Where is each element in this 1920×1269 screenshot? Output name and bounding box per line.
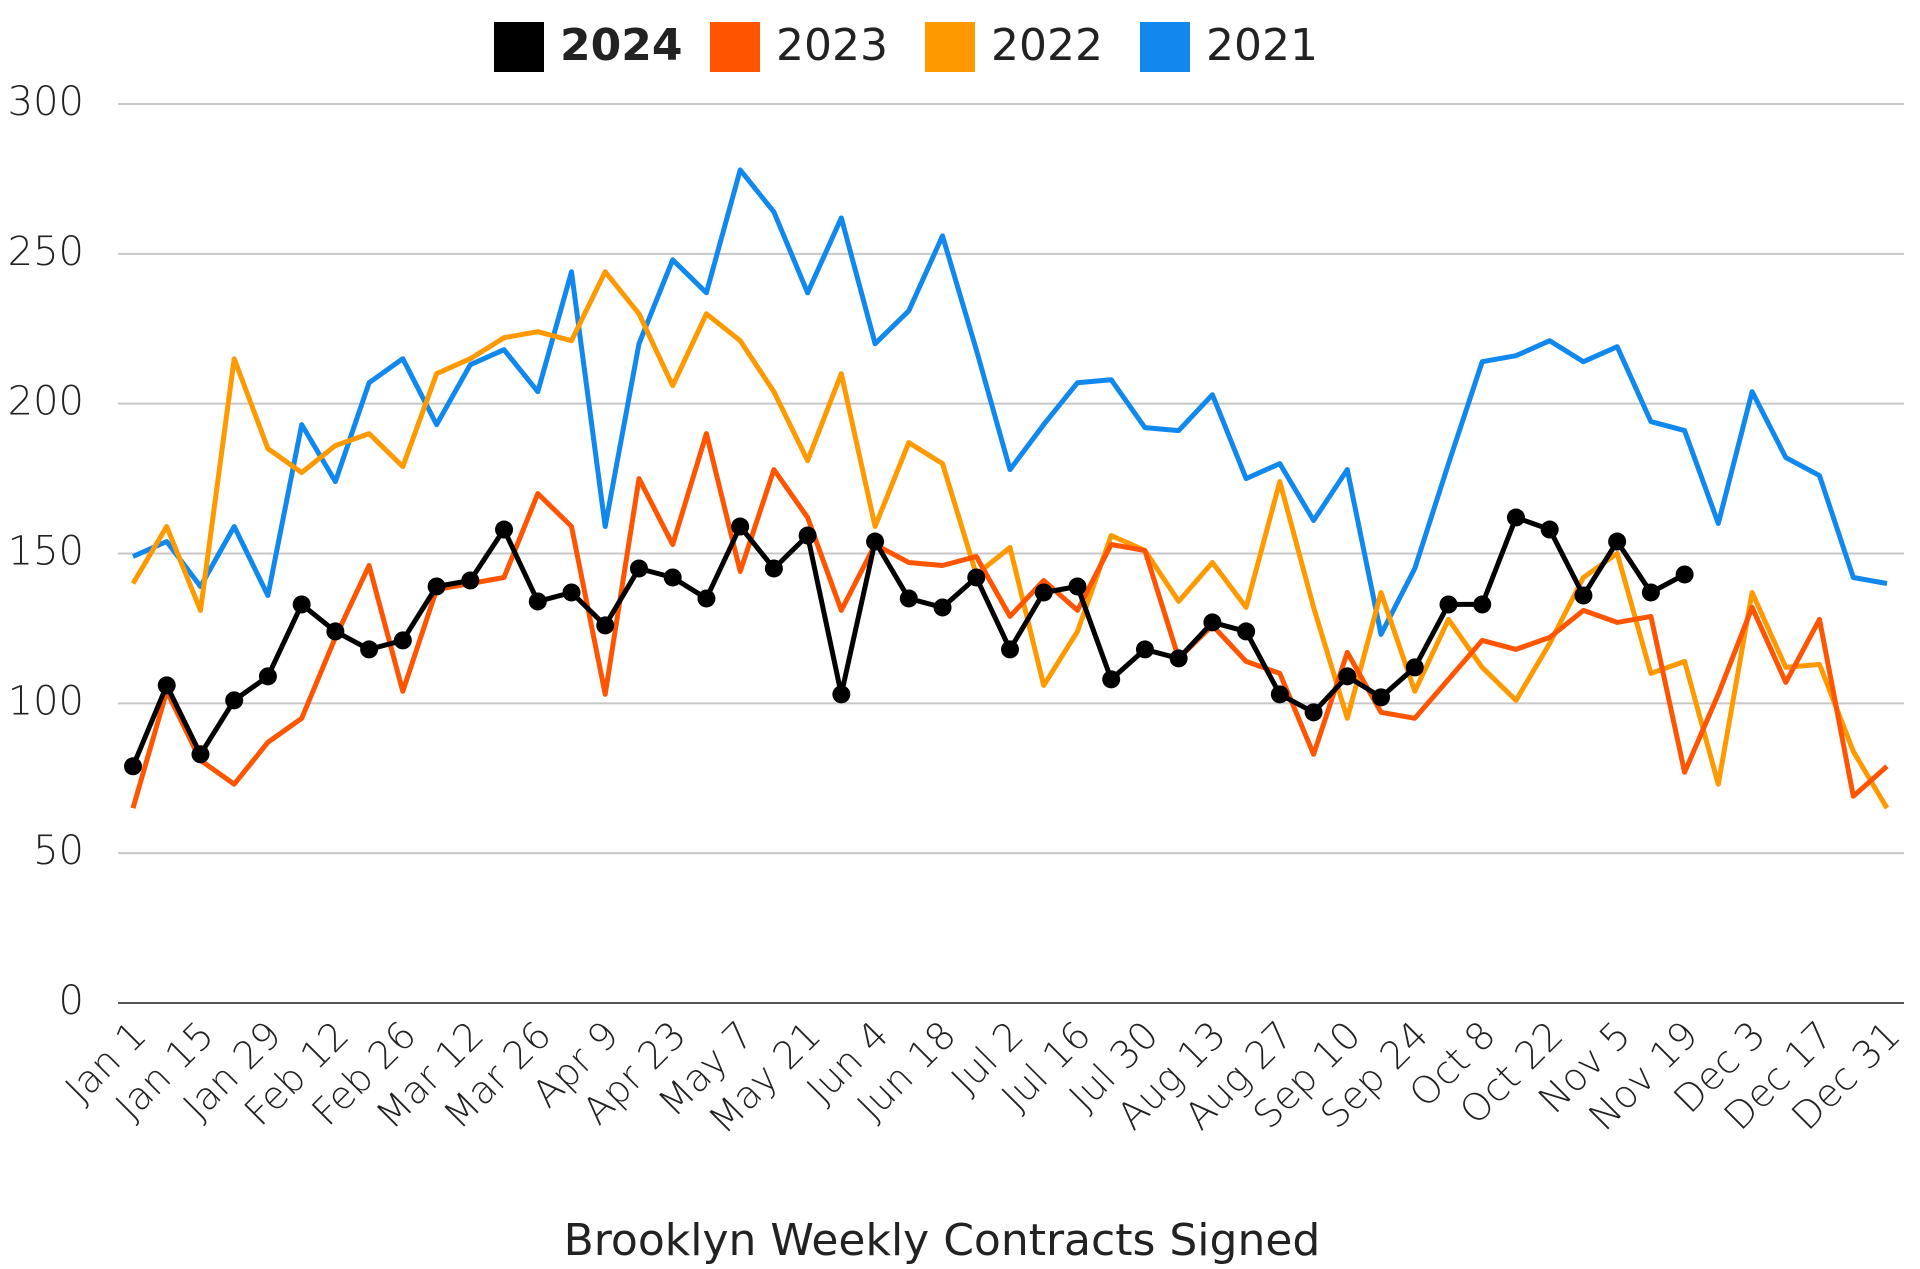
point: [1034, 583, 1053, 602]
point: [124, 757, 142, 776]
point: [1304, 703, 1323, 722]
point: [933, 598, 952, 617]
point: [1203, 613, 1222, 632]
point: [326, 622, 345, 641]
legend-label: 2021: [1206, 20, 1318, 71]
point: [866, 532, 885, 551]
point: [1338, 667, 1357, 686]
point: [832, 685, 851, 704]
point: [1439, 595, 1458, 614]
point: [629, 559, 648, 578]
point: [1068, 577, 1087, 596]
point: [225, 691, 244, 710]
point: [1135, 640, 1154, 659]
legend-label: 2022: [991, 20, 1103, 71]
series-line: [131, 167, 1888, 637]
legend-swatch: [494, 22, 544, 72]
chart-title: Brooklyn Weekly Contracts Signed: [564, 1215, 1321, 1266]
point: [967, 568, 986, 587]
y-tick-label: 150: [8, 529, 84, 575]
legend-swatch: [710, 22, 760, 72]
point: [1270, 685, 1289, 704]
point: [191, 745, 210, 764]
legend-label: 2024: [560, 20, 682, 71]
point: [1506, 508, 1525, 527]
point: [562, 583, 581, 602]
point: [1405, 658, 1424, 677]
point: [258, 667, 277, 686]
y-tick-label: 0: [59, 978, 84, 1024]
y-tick-label: 300: [8, 79, 84, 125]
point: [596, 616, 615, 635]
point: [1001, 640, 1019, 659]
point: [495, 520, 514, 539]
point: [899, 589, 918, 608]
point: [461, 571, 480, 590]
series-line: [130, 431, 1889, 809]
point: [1169, 649, 1188, 668]
point: [292, 595, 311, 614]
y-tick-label: 250: [8, 229, 84, 275]
point: [1608, 532, 1627, 551]
series-line: [130, 269, 1890, 810]
point: [1540, 520, 1559, 539]
point: [157, 676, 176, 695]
point: [1675, 565, 1694, 584]
legend-swatch: [925, 22, 975, 72]
point: [798, 526, 817, 545]
legend-swatch: [1140, 22, 1190, 72]
point: [1237, 622, 1256, 641]
point: [393, 631, 412, 650]
point: [663, 568, 682, 587]
point: [1372, 688, 1391, 707]
point: [1641, 583, 1660, 602]
point: [427, 577, 446, 596]
point: [764, 559, 783, 578]
y-tick-label: 100: [8, 678, 84, 724]
point: [1574, 586, 1593, 605]
point: [1473, 595, 1492, 614]
legend-label: 2023: [776, 20, 888, 71]
point: [731, 517, 750, 536]
point: [360, 640, 379, 659]
y-tick-label: 200: [8, 379, 84, 425]
point: [697, 589, 716, 608]
y-tick-label: 50: [33, 828, 84, 874]
point: [528, 592, 547, 611]
point: [1102, 670, 1121, 689]
